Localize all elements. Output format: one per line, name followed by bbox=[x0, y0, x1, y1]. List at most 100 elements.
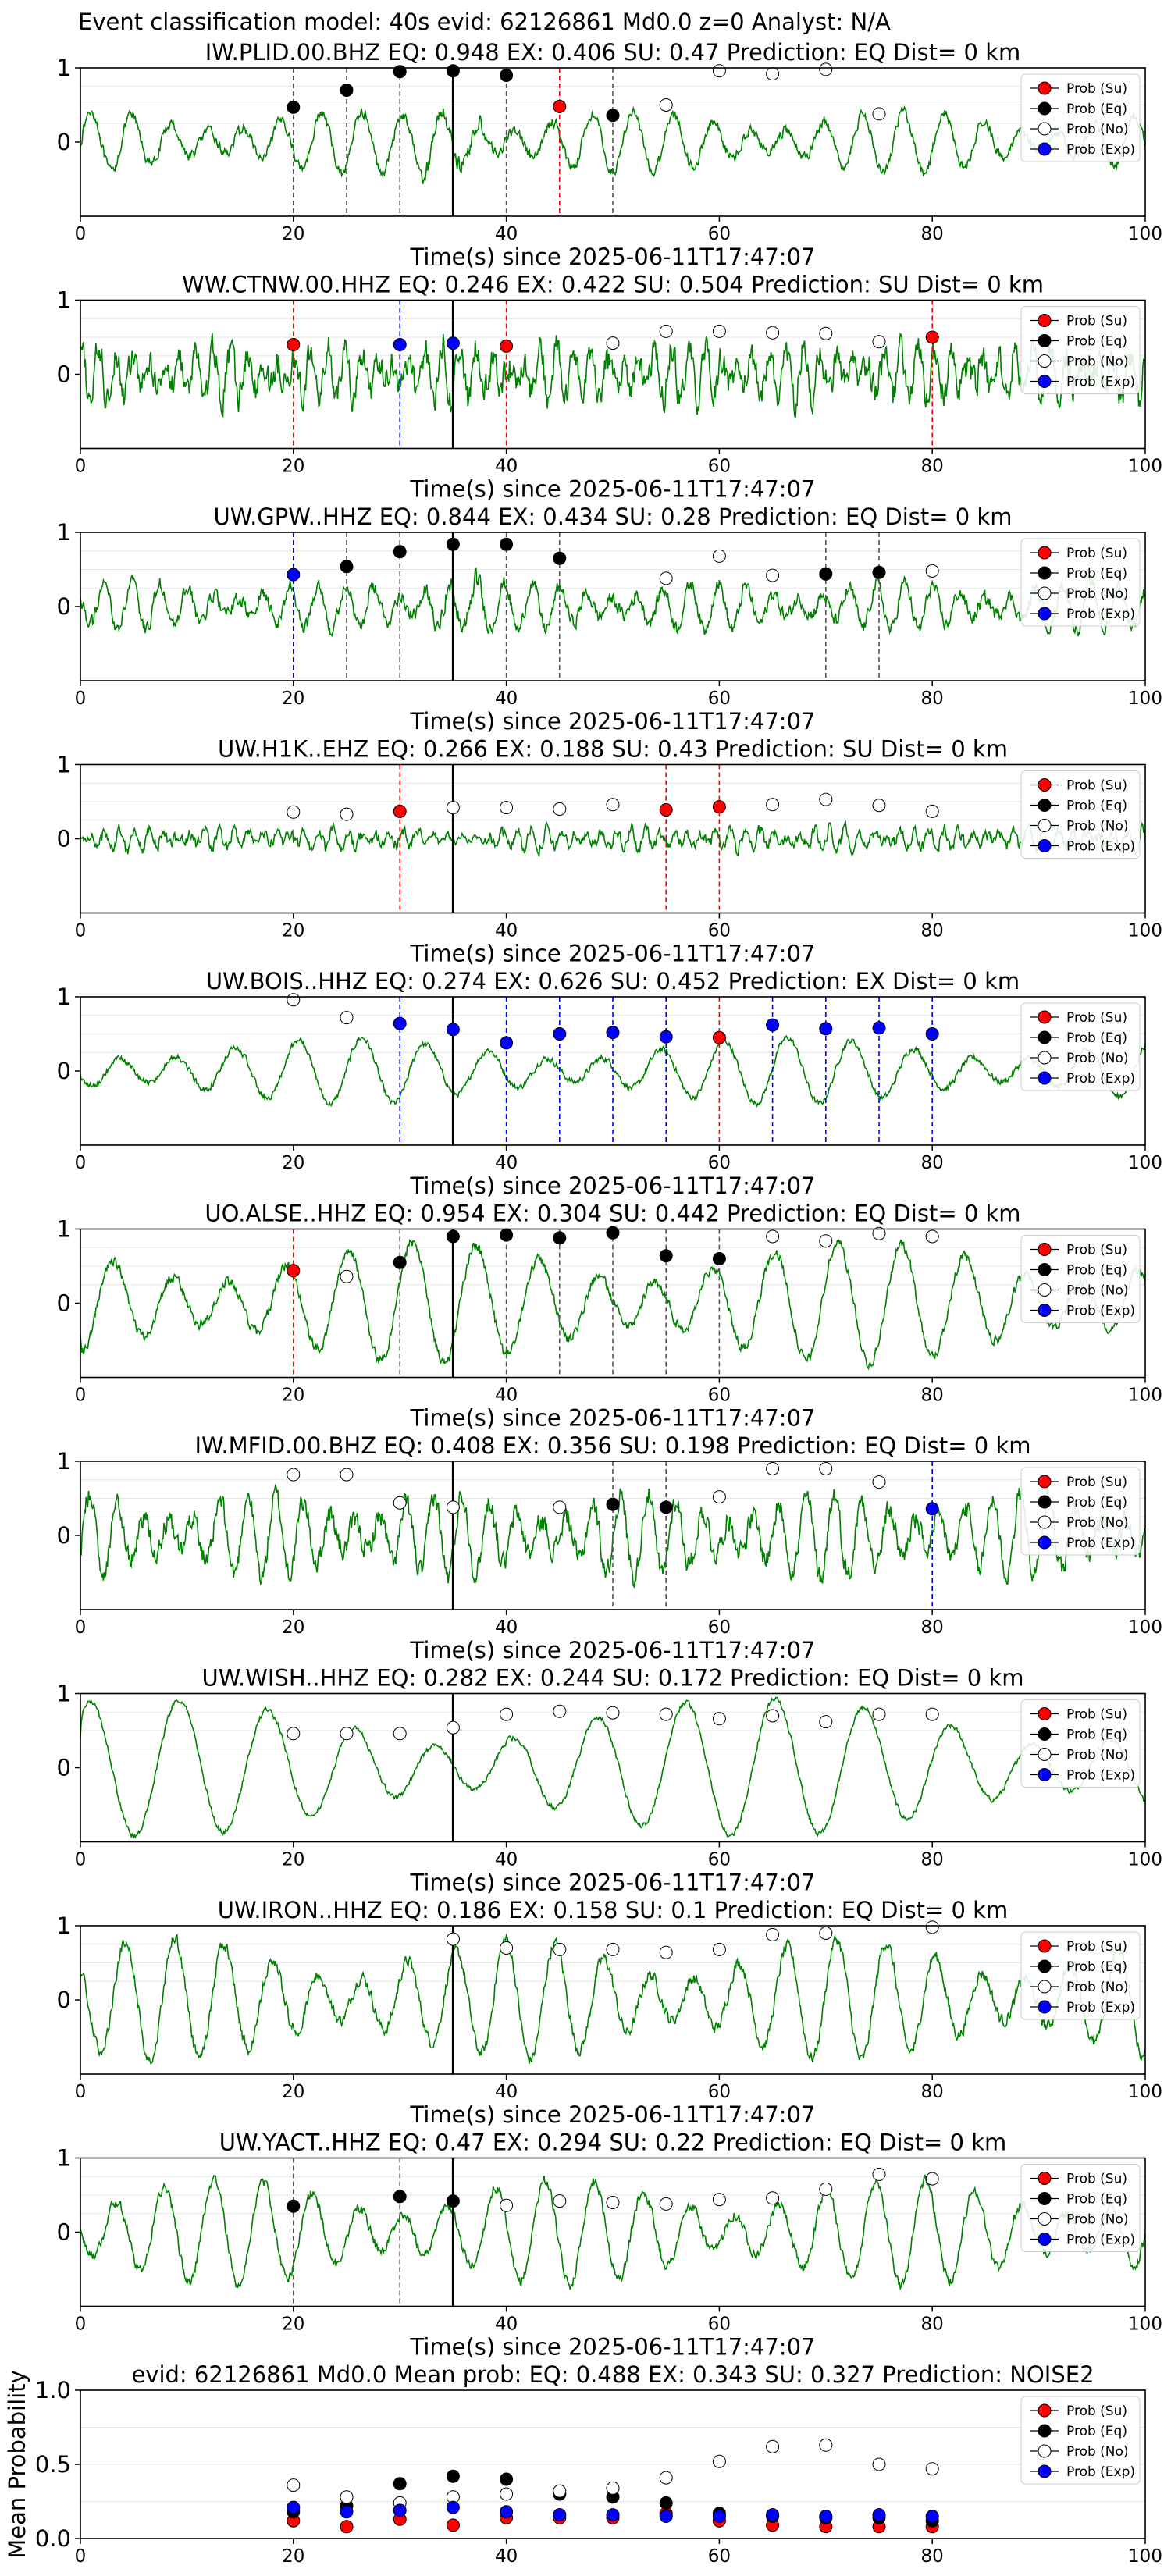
legend-marker-eq bbox=[1038, 2192, 1052, 2205]
panel-title: UW.IRON..HHZ EQ: 0.186 EX: 0.158 SU: 0.1… bbox=[218, 1897, 1008, 1923]
x-axis-label: Time(s) since 2025-06-11T17:47:07 bbox=[410, 2334, 816, 2361]
x-tick-label: 20 bbox=[282, 688, 304, 709]
waveform-panel-8: UW.WISH..HHZ EQ: 0.282 EX: 0.244 SU: 0.1… bbox=[57, 1665, 1162, 1896]
prob-marker-no bbox=[659, 1945, 673, 1959]
y-tick-label: 1 bbox=[57, 55, 71, 81]
x-tick-label: 60 bbox=[708, 1386, 731, 1406]
mean-marker-no bbox=[340, 2490, 354, 2504]
panel-title: UW.GPW..HHZ EQ: 0.844 EX: 0.434 SU: 0.28… bbox=[214, 503, 1013, 530]
x-tick-label: 40 bbox=[495, 224, 518, 244]
x-tick-label: 40 bbox=[495, 457, 518, 477]
prob-marker-no bbox=[712, 1712, 726, 1726]
panel-title: UW.YACT..HHZ EQ: 0.47 EX: 0.294 SU: 0.22… bbox=[219, 2129, 1007, 2156]
x-tick-label: 60 bbox=[708, 2546, 731, 2567]
legend-marker-exp bbox=[1038, 1535, 1052, 1550]
mean-marker-exp bbox=[872, 2508, 886, 2522]
x-tick-label: 20 bbox=[282, 1617, 304, 1638]
legend-label: Prob (Exp) bbox=[1066, 1535, 1135, 1551]
waveform-trace bbox=[80, 1933, 1145, 2065]
prob-marker-eq bbox=[659, 1249, 673, 1263]
legend-label: Prob (No) bbox=[1066, 354, 1129, 370]
prob-marker-no bbox=[446, 1500, 460, 1514]
prob-marker-no bbox=[712, 324, 726, 338]
legend-marker-su bbox=[1038, 81, 1052, 95]
prob-marker-no bbox=[819, 62, 833, 76]
prob-marker-no bbox=[819, 1462, 833, 1475]
prob-marker-no bbox=[766, 326, 780, 340]
prob-marker-no bbox=[659, 2197, 673, 2211]
x-axis-label: Time(s) since 2025-06-11T17:47:07 bbox=[410, 1405, 816, 1432]
legend-label: Prob (Exp) bbox=[1066, 2000, 1135, 2016]
x-axis-label: Time(s) since 2025-06-11T17:47:07 bbox=[410, 476, 816, 503]
waveform-panel-1: IW.PLID.00.BHZ EQ: 0.948 EX: 0.406 SU: 0… bbox=[57, 39, 1162, 270]
prob-marker-exp bbox=[500, 1036, 514, 1050]
panel-title: IW.MFID.00.BHZ EQ: 0.408 EX: 0.356 SU: 0… bbox=[194, 1432, 1030, 1459]
legend-marker-no bbox=[1038, 2212, 1052, 2226]
mean-marker-eq bbox=[446, 2469, 460, 2483]
x-tick-label: 20 bbox=[282, 457, 304, 477]
mean-marker-exp bbox=[340, 2505, 354, 2519]
figure-title: Event classification model: 40s evid: 62… bbox=[78, 9, 891, 35]
x-tick-label: 20 bbox=[282, 2082, 304, 2102]
legend-marker-su bbox=[1038, 1010, 1052, 1024]
x-tick-label: 100 bbox=[1128, 688, 1162, 709]
x-tick-label: 20 bbox=[282, 2314, 304, 2335]
y-tick-label: 1 bbox=[57, 752, 71, 778]
prob-marker-su bbox=[712, 1030, 726, 1044]
y-tick-label: 0 bbox=[57, 1755, 71, 1781]
legend-label: Prob (Eq) bbox=[1066, 1263, 1127, 1279]
legend-marker-eq bbox=[1038, 2424, 1052, 2438]
prob-marker-su bbox=[287, 1264, 301, 1278]
legend-label: Prob (No) bbox=[1066, 2212, 1129, 2228]
prob-marker-no bbox=[766, 1462, 780, 1475]
y-tick-label: 1 bbox=[57, 1448, 71, 1475]
waveform-panel-9: UW.IRON..HHZ EQ: 0.186 EX: 0.158 SU: 0.1… bbox=[57, 1897, 1162, 2128]
legend-marker-no bbox=[1038, 122, 1052, 136]
prob-marker-exp bbox=[606, 1026, 620, 1040]
prob-marker-su bbox=[659, 802, 673, 817]
prob-marker-exp bbox=[393, 338, 407, 351]
legend-marker-eq bbox=[1038, 334, 1052, 347]
mean-marker-exp bbox=[553, 2508, 567, 2522]
x-axis-label: Time(s) since 2025-06-11T17:47:07 bbox=[410, 708, 816, 735]
x-tick-label: 40 bbox=[495, 2546, 518, 2567]
legend-label: Prob (Su) bbox=[1066, 1939, 1127, 1955]
mean-marker-no bbox=[872, 2457, 886, 2471]
x-tick-label: 40 bbox=[495, 921, 518, 941]
x-tick-label: 100 bbox=[1128, 2082, 1162, 2102]
x-tick-label: 80 bbox=[921, 2082, 944, 2102]
legend-box bbox=[1020, 2164, 1141, 2252]
x-tick-label: 100 bbox=[1128, 1617, 1162, 1638]
mean-marker-no bbox=[819, 2438, 833, 2452]
prob-marker-no bbox=[659, 571, 673, 585]
prob-marker-eq bbox=[340, 84, 354, 97]
legend-label: Prob (Eq) bbox=[1066, 2192, 1127, 2208]
prob-marker-eq bbox=[393, 1255, 407, 1269]
prob-marker-no bbox=[340, 1468, 354, 1482]
legend-label: Prob (Su) bbox=[1066, 2403, 1127, 2419]
legend-marker-eq bbox=[1038, 1727, 1052, 1741]
waveform-panel-2: WW.CTNW.00.HHZ EQ: 0.246 EX: 0.422 SU: 0… bbox=[57, 272, 1162, 503]
y-tick-label: 1 bbox=[57, 2145, 71, 2172]
legend-label: Prob (No) bbox=[1066, 122, 1129, 137]
legend-marker-no bbox=[1038, 1051, 1052, 1065]
legend-label: Prob (Exp) bbox=[1066, 142, 1135, 158]
legend-marker-no bbox=[1038, 586, 1052, 600]
prob-marker-eq bbox=[446, 537, 460, 551]
legend-marker-su bbox=[1038, 1475, 1052, 1489]
legend-label: Prob (Exp) bbox=[1066, 1071, 1135, 1087]
x-tick-label: 60 bbox=[708, 224, 731, 244]
mean-marker-exp bbox=[819, 2510, 833, 2523]
x-tick-label: 80 bbox=[921, 1153, 944, 1173]
prob-marker-no bbox=[766, 798, 780, 812]
x-axis-label: Time(s) since 2025-06-11T17:47:07 bbox=[410, 244, 816, 270]
y-tick-label: 1 bbox=[57, 287, 71, 314]
mean-marker-eq bbox=[659, 2496, 673, 2510]
x-tick-label: 20 bbox=[282, 224, 304, 244]
prob-marker-no bbox=[606, 2196, 620, 2209]
prob-marker-su bbox=[553, 99, 567, 113]
y-tick-label: 1 bbox=[57, 984, 71, 1010]
prob-marker-eq bbox=[287, 100, 301, 114]
y-tick-label: 0 bbox=[57, 361, 71, 388]
x-tick-label: 80 bbox=[921, 457, 944, 477]
